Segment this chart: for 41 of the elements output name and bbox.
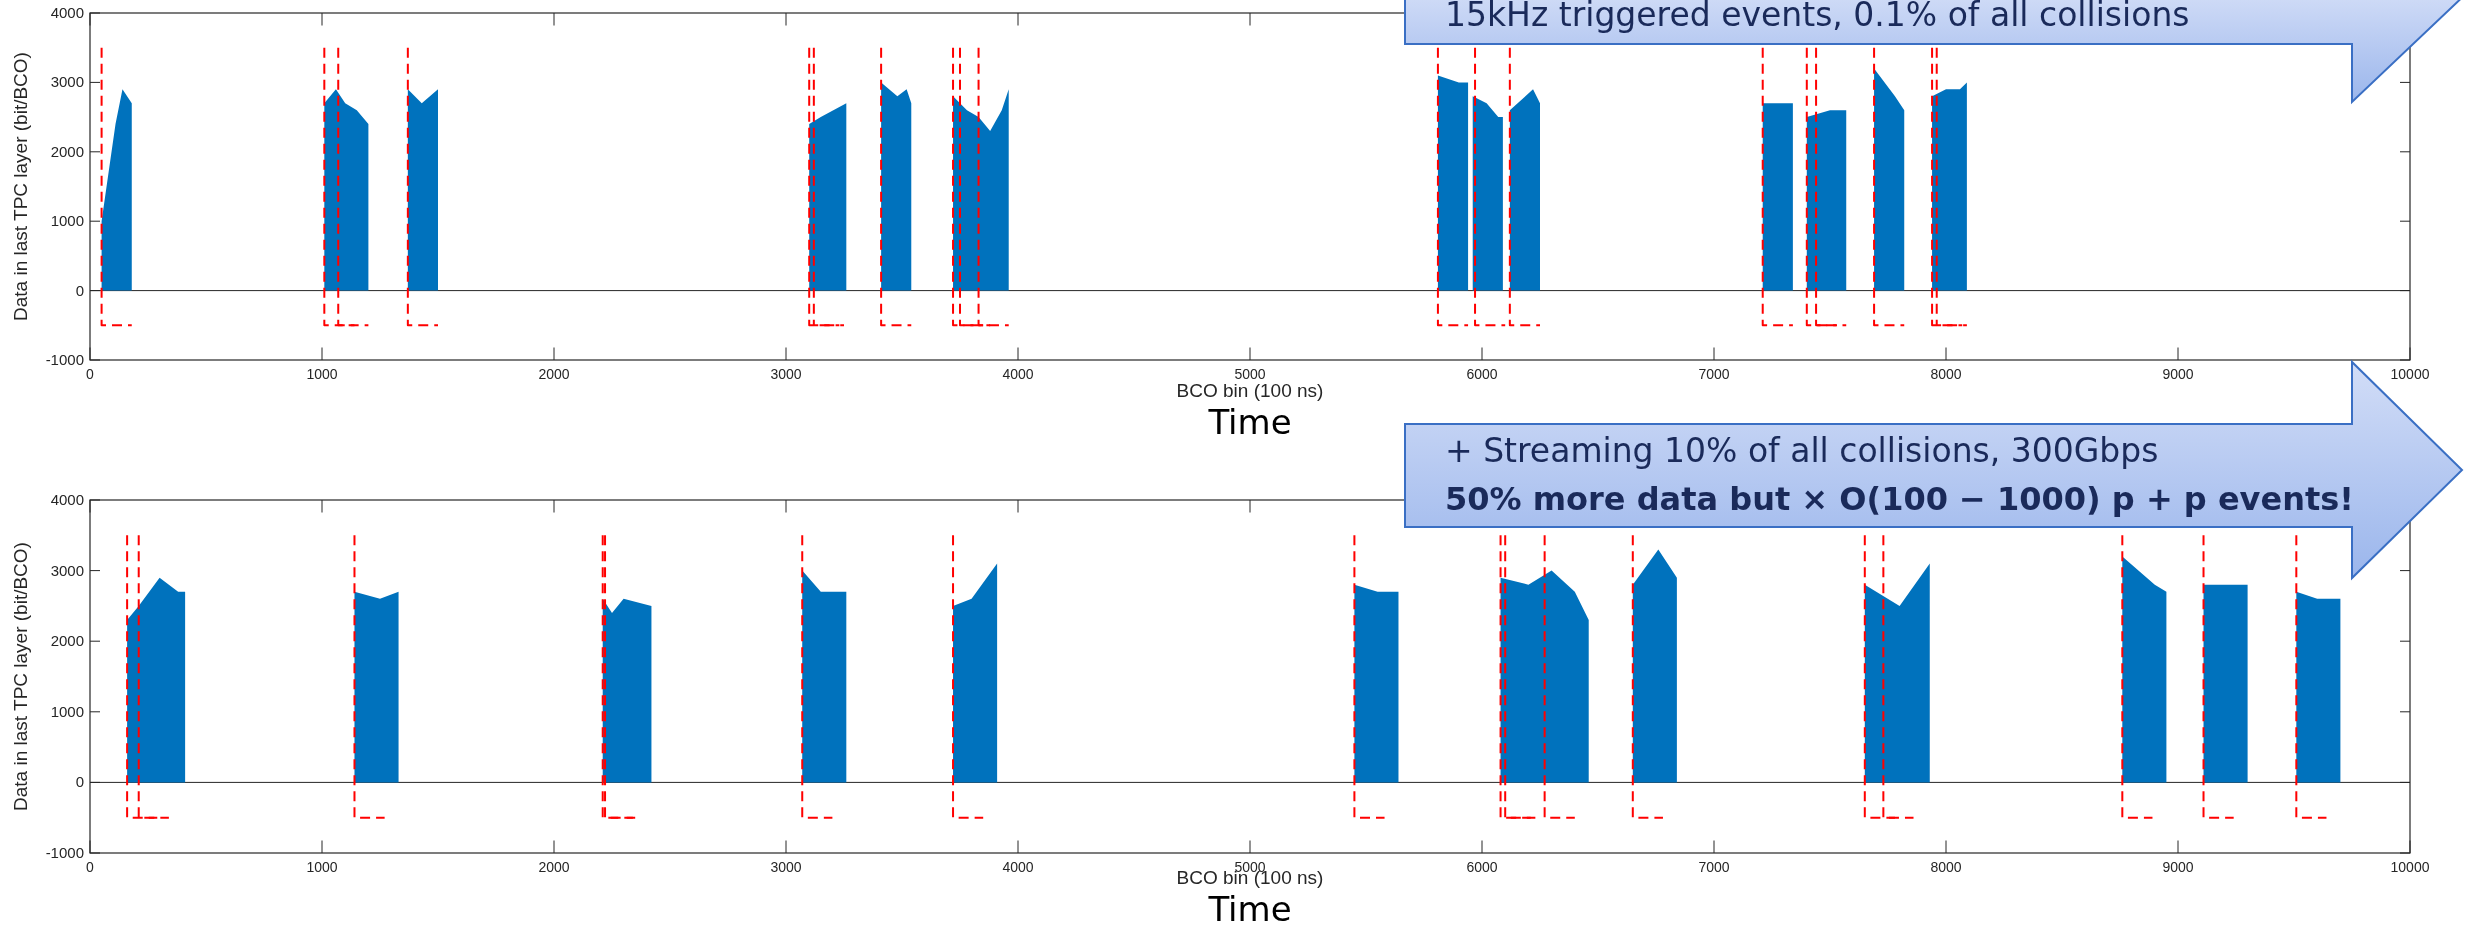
x-tick-label: 8000 xyxy=(1930,859,1962,875)
x-tick-label: 9000 xyxy=(2162,366,2194,382)
x-tick-label: 7000 xyxy=(1698,859,1730,875)
x-tick-label: 6000 xyxy=(1466,859,1498,875)
y-tick-label: -1000 xyxy=(45,844,84,861)
y-tick-label: 2000 xyxy=(50,142,84,160)
x-axis-title: BCO bin (100 ns) xyxy=(1176,380,1324,401)
y-tick-label: 0 xyxy=(75,773,84,791)
y-tick-label: 4000 xyxy=(50,491,84,508)
y-axis-title: Data in last TPC layer (bit/BCO) xyxy=(10,52,31,321)
x-tick-label: 5000 xyxy=(1234,366,1266,382)
y-tick-label: 3000 xyxy=(50,561,84,579)
y-tick-label: 2000 xyxy=(50,632,84,650)
text: + Streaming 10% of all collisions, 300Gbps xyxy=(1445,431,2159,470)
annotation: 15kHz triggered events, 0.1% of all collisions xyxy=(1445,0,2190,34)
y-tick-label: 1000 xyxy=(50,212,84,230)
x-tick-label: 9000 xyxy=(2162,859,2194,875)
x-tick-label: 1000 xyxy=(306,859,338,875)
x-tick-label: 4000 xyxy=(1002,366,1034,382)
x-tick-label: 2000 xyxy=(538,859,570,875)
x-tick-label: 3000 xyxy=(770,366,802,382)
x-tick-label: 4000 xyxy=(1002,859,1034,875)
x-tick-label: 2000 xyxy=(538,366,570,382)
x-tick-label: 7000 xyxy=(1698,366,1730,382)
x-tick-label: 10000 xyxy=(2390,366,2430,382)
x-tick-label: 6000 xyxy=(1466,366,1498,382)
x-tick-label: 8000 xyxy=(1930,366,1962,382)
text: Time xyxy=(1207,889,1292,929)
x-tick-label: 0 xyxy=(86,859,95,875)
y-tick-label: 3000 xyxy=(50,73,84,91)
y-axis-title: Data in last TPC layer (bit/BCO) xyxy=(10,542,31,811)
x-tick-label: 1000 xyxy=(306,366,338,382)
y-tick-label: 4000 xyxy=(50,4,84,21)
x-tick-label: 10000 xyxy=(2390,859,2430,875)
y-tick-label: 0 xyxy=(75,281,84,299)
text: Time xyxy=(1207,402,1292,442)
y-tick-label: -1000 xyxy=(45,351,84,368)
x-tick-label: 3000 xyxy=(770,859,802,875)
x-tick-label: 0 xyxy=(86,366,95,382)
y-tick-label: 1000 xyxy=(50,702,84,720)
annotation: 50% more data but × O(100 − 1000) p + p events! xyxy=(1445,480,2354,518)
